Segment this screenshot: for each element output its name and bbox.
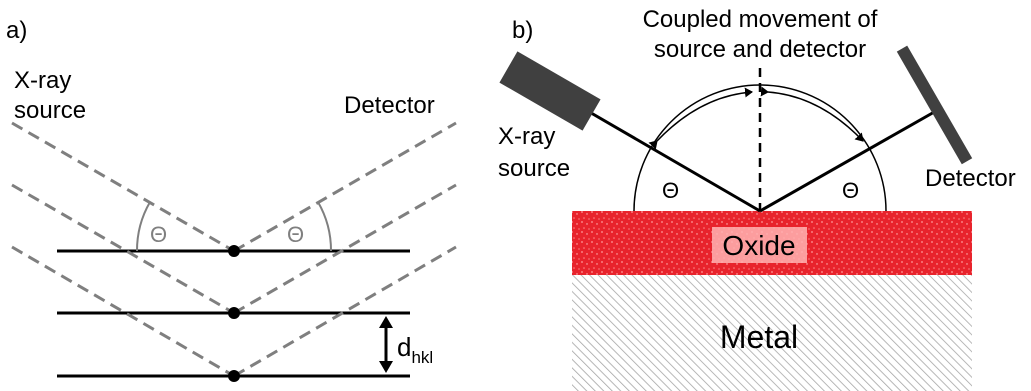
xray-source-label-b-line1: X-ray <box>498 123 555 150</box>
xray-source-label-line2: source <box>14 97 86 124</box>
panel-a: a) X-ray source Detector Θ Θ <box>6 17 457 382</box>
panel-b: b) Coupled movement of source and detect… <box>498 6 1016 391</box>
detector-label: Detector <box>344 92 435 119</box>
detector-label-b: Detector <box>925 165 1016 192</box>
theta-arc-right <box>317 201 333 252</box>
diffracted-beams <box>233 121 457 378</box>
panel-b-label: b) <box>512 17 533 44</box>
oxide-label-backdrop <box>712 227 807 263</box>
scattering-point-3 <box>228 370 240 382</box>
coupled-movement-title-line1: Coupled movement of <box>643 6 878 33</box>
coupled-movement-title-line2: source and detector <box>654 36 866 63</box>
incident-beams <box>11 121 235 378</box>
scattering-point-1 <box>228 245 240 257</box>
metal-substrate <box>572 275 972 391</box>
d-spacing-arrow <box>379 316 393 373</box>
panel-a-label: a) <box>6 17 27 44</box>
scattering-point-2 <box>228 307 240 319</box>
incident-beam-3 <box>11 245 235 378</box>
diffracted-beam-3 <box>233 245 457 378</box>
d-spacing-label: dhkl <box>397 332 433 367</box>
theta-symbol-source: Θ <box>662 178 679 203</box>
xray-tube-icon <box>499 51 601 131</box>
incident-beam-1 <box>11 121 235 253</box>
detector-icon <box>896 45 973 165</box>
theta-symbol-left: Θ <box>150 222 167 247</box>
incident-beam-2 <box>11 183 235 315</box>
metal-label: Metal <box>720 319 798 355</box>
xray-source-label-line1: X-ray <box>14 67 71 94</box>
detector-movement-arrow <box>760 86 864 142</box>
theta-symbol-right: Θ <box>287 222 304 247</box>
xray-source-label-b-line2: source <box>498 155 570 182</box>
diffracted-beam <box>759 109 937 213</box>
incident-beam <box>585 108 761 213</box>
theta-arc-left <box>135 201 151 252</box>
source-movement-arrow <box>648 87 753 150</box>
diffracted-beam-2 <box>233 183 457 315</box>
oxide-label: Oxide <box>722 230 795 261</box>
theta-symbol-detector: Θ <box>842 178 859 203</box>
diffracted-beam-1 <box>233 121 457 253</box>
